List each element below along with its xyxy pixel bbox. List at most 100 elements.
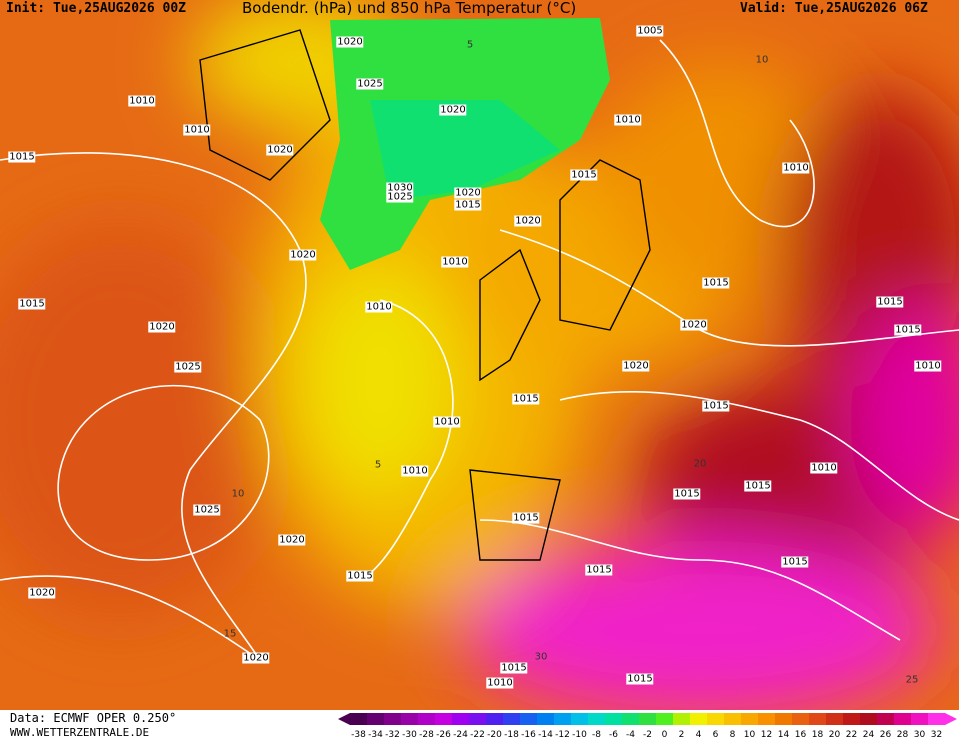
colorbar-swatch — [707, 713, 725, 725]
map-title: Bodendr. (hPa) und 850 hPa Temperatur (°… — [242, 0, 577, 17]
colorbar-label: 8 — [730, 730, 736, 740]
colorbar-label: -28 — [419, 730, 434, 740]
colorbar-swatch — [673, 713, 691, 725]
colorbar-swatch — [452, 713, 470, 725]
isobar-label: 1025 — [174, 361, 202, 373]
colorbar-swatch — [367, 713, 385, 725]
isobar-label: 1015 — [570, 169, 598, 181]
valid-time: Valid: Tue,25AUG2026 06Z — [740, 1, 928, 16]
colorbar-label: 18 — [812, 730, 824, 740]
colorbar: -38 -34 -32 -30 -28 -26 -24 -22 -20 -18 -16 -14 -12-… — [338, 713, 957, 740]
isobar-label: 1015 — [702, 277, 730, 289]
colorbar-label: -14 — [538, 730, 553, 740]
colorbar-swatch — [401, 713, 419, 725]
isobar-label: 1015 — [512, 512, 540, 524]
colorbar-label: 26 — [880, 730, 892, 740]
isobar-label: 1015 — [781, 556, 809, 568]
colorbar-label: -18 — [504, 730, 519, 740]
colorbar-label: 10 — [744, 730, 756, 740]
colorbar-label: -26 — [436, 730, 451, 740]
isotherm-label: 30 — [534, 651, 548, 663]
colorbar-swatch — [605, 713, 623, 725]
colorbar-label: 30 — [914, 730, 926, 740]
isobar-label: 1015 — [512, 393, 540, 405]
colorbar-label: 6 — [713, 730, 719, 740]
isobar-label: 1010 — [914, 360, 942, 372]
colorbar-label: 16 — [795, 730, 807, 740]
isobar-label: 1015 — [346, 570, 374, 582]
colorbar-label: -12 — [555, 730, 570, 740]
colorbar-arrow-right — [945, 713, 957, 725]
isobar-label: 1010 — [441, 256, 469, 268]
colorbar-swatch — [503, 713, 521, 725]
init-time: Init: Tue,25AUG2026 00Z — [6, 1, 187, 16]
colorbar-label: 12 — [761, 730, 772, 740]
isobar-label: 1015 — [626, 673, 654, 685]
colorbar-label: -10 — [572, 730, 587, 740]
colorbar-swatch — [860, 713, 878, 725]
colorbar-swatch — [843, 713, 861, 725]
colorbar-label: -16 — [521, 730, 536, 740]
colorbar-swatch — [775, 713, 793, 725]
colorbar-swatch — [588, 713, 606, 725]
isobar-label: 1025 — [386, 191, 414, 203]
isotherm-label: 10 — [755, 54, 769, 66]
isotherm-label: 25 — [905, 674, 919, 686]
isobar-label: 1010 — [365, 301, 393, 313]
isobar-label: 1015 — [744, 480, 772, 492]
isotherm-label: 10 — [231, 488, 245, 500]
colorbar-label: 24 — [863, 730, 875, 740]
isobar-label: 1020 — [439, 104, 467, 116]
colorbar-swatch — [911, 713, 929, 725]
isobar-label: 1025 — [193, 504, 221, 516]
colorbar-label: -8 — [592, 730, 601, 740]
isobar-label: 1030 — [386, 182, 414, 194]
colorbar-label: -34 — [368, 730, 383, 740]
isobar-label: 1010 — [810, 462, 838, 474]
colorbar-label: -24 — [453, 730, 468, 740]
colorbar-label: -38 — [351, 730, 366, 740]
map — [0, 0, 959, 710]
colorbar-label: 22 — [846, 730, 857, 740]
isobar-label: 1015 — [876, 296, 904, 308]
colorbar-label: -4 — [626, 730, 635, 740]
isobar-label: 1015 — [18, 298, 46, 310]
colorbar-swatch — [418, 713, 436, 725]
isobar-label: 1020 — [514, 215, 542, 227]
colorbar-label: -20 — [487, 730, 502, 740]
colorbar-swatch — [758, 713, 776, 725]
colorbar-label: 2 — [679, 730, 685, 740]
isobar-label: 1020 — [680, 319, 708, 331]
isobar-label: 1020 — [336, 36, 364, 48]
isotherm-label: 15 — [223, 628, 237, 640]
colorbar-swatch — [826, 713, 844, 725]
isobar-label: 1015 — [673, 488, 701, 500]
website: WWW.WETTERZENTRALE.DE — [10, 726, 150, 739]
colorbar-swatch — [622, 713, 640, 725]
isotherm-label: 5 — [374, 459, 382, 471]
colorbar-label: 20 — [829, 730, 841, 740]
isobar-label: 1010 — [782, 162, 810, 174]
isobar-label: 1020 — [454, 187, 482, 199]
isobar-label: 1020 — [148, 321, 176, 333]
isobar-label: 1015 — [8, 151, 36, 163]
colorbar-label: 32 — [931, 730, 942, 740]
colorbar-swatch — [809, 713, 827, 725]
colorbar-swatch — [877, 713, 895, 725]
colorbar-swatch — [554, 713, 572, 725]
colorbar-label: -6 — [609, 730, 618, 740]
colorbar-swatch — [894, 713, 912, 725]
isobar-label: 1010 — [614, 114, 642, 126]
isobar-label: 1015 — [702, 400, 730, 412]
isobar-label: 1010 — [183, 124, 211, 136]
isobar-label: 1015 — [454, 199, 482, 211]
colorbar-label: -30 — [402, 730, 417, 740]
isobar-label: 1010 — [486, 677, 514, 689]
isobar-label: 1005 — [636, 25, 664, 37]
isobar-label: 1020 — [278, 534, 306, 546]
colorbar-swatch — [724, 713, 742, 725]
colorbar-swatch — [928, 713, 946, 725]
isobar-label: 1020 — [622, 360, 650, 372]
colorbar-swatch — [537, 713, 555, 725]
